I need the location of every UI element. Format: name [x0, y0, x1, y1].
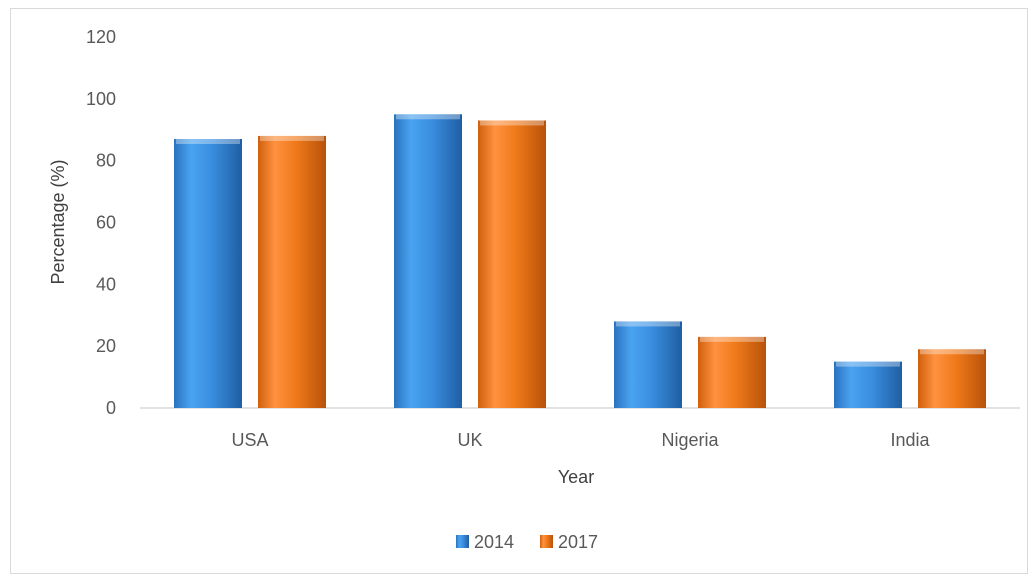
y-tick-label: 20 [96, 336, 116, 356]
legend: 2014 2017 [456, 532, 598, 552]
bar-bevel-2017-india [920, 349, 984, 355]
y-tick-label: 100 [86, 89, 116, 109]
legend-swatch-2014 [456, 535, 469, 548]
x-tick-label: UK [457, 430, 482, 450]
y-tick-label: 0 [106, 398, 116, 418]
legend-label-2014: 2014 [474, 532, 514, 552]
x-tick-label: USA [231, 430, 268, 450]
bar-bevel-2014-nigeria [616, 321, 680, 327]
bar-2014-uk [394, 114, 462, 409]
bar-2017-india [918, 349, 986, 408]
bar-2014-india [834, 361, 902, 408]
bar-bevel-2017-nigeria [700, 336, 764, 342]
bar-bevel-2014-uk [396, 114, 460, 120]
bar-2014-usa [174, 139, 242, 408]
x-axis-ticks: USA UK Nigeria India [231, 430, 930, 450]
bar-bevel-2017-usa [260, 135, 324, 141]
x-axis-title: Year [558, 467, 594, 487]
y-tick-label: 40 [96, 274, 116, 294]
y-tick-label: 80 [96, 151, 116, 171]
bars [174, 114, 986, 409]
bar-bevel-2014-india [836, 361, 900, 367]
bar-2017-uk [478, 120, 546, 408]
bar-bevel-2014-usa [176, 139, 240, 145]
bar-2017-nigeria [698, 336, 766, 408]
legend-swatch-2017 [540, 535, 553, 548]
bar-2014-nigeria [614, 321, 682, 408]
bar-bevel-2017-uk [480, 120, 544, 126]
y-axis-title: Percentage (%) [48, 159, 68, 284]
legend-label-2017: 2017 [558, 532, 598, 552]
y-tick-label: 60 [96, 213, 116, 233]
y-tick-label: 120 [86, 27, 116, 47]
y-axis-ticks: 0 20 40 60 80 100 120 [86, 27, 116, 418]
bar-2017-usa [258, 135, 326, 408]
x-tick-label: India [890, 430, 930, 450]
x-tick-label: Nigeria [661, 430, 719, 450]
